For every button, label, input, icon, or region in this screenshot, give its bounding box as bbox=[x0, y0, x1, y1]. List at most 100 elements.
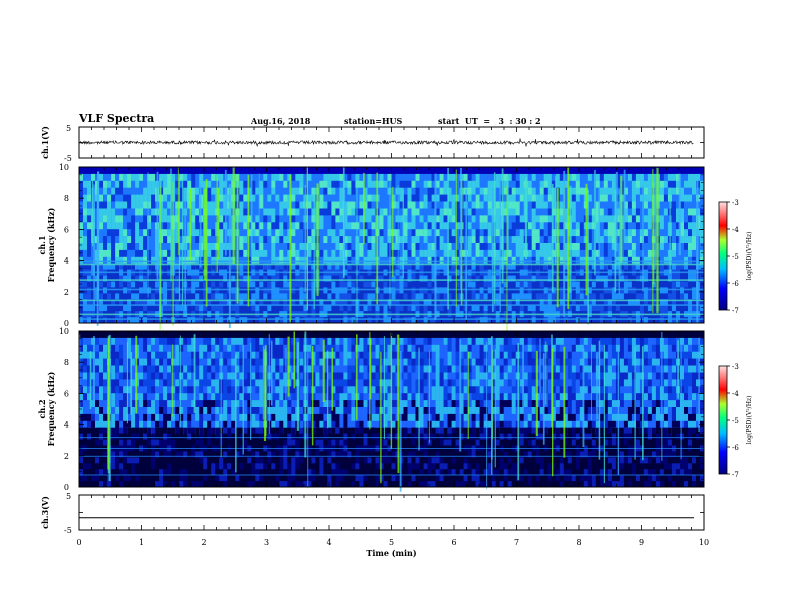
spectrogram-cell bbox=[147, 433, 152, 440]
spectrogram-cell bbox=[387, 173, 392, 182]
spectrogram-cell bbox=[351, 275, 356, 282]
spectrogram-cell bbox=[391, 236, 396, 244]
spectrogram-cell bbox=[351, 208, 356, 216]
spectrogram-cell bbox=[191, 358, 196, 366]
spectrogram-cell bbox=[399, 317, 404, 324]
spectrogram-cell bbox=[155, 400, 160, 408]
spectrogram-cell bbox=[107, 236, 112, 244]
spectrogram-cell bbox=[195, 173, 200, 182]
spectrogram-cell bbox=[215, 420, 220, 428]
spectrogram-burst bbox=[434, 173, 437, 320]
spectrogram-cell bbox=[99, 236, 104, 244]
spectrogram-cell bbox=[531, 299, 536, 306]
spectrogram-cell bbox=[355, 293, 360, 300]
spectrogram-cell bbox=[139, 173, 144, 182]
spectrogram-cell bbox=[455, 236, 460, 244]
spectrogram-cell bbox=[427, 201, 432, 209]
spectrogram-cell bbox=[627, 256, 633, 264]
spectrogram-cell bbox=[267, 173, 272, 182]
spectrogram-cell bbox=[87, 249, 92, 258]
spectrogram-cell bbox=[643, 208, 649, 216]
spectrogram-cell bbox=[423, 173, 428, 182]
spectrogram-cell bbox=[603, 275, 609, 282]
spectrogram-cell bbox=[403, 173, 408, 182]
spectrogram-cell bbox=[692, 256, 697, 264]
spectrogram-cell bbox=[399, 187, 404, 195]
spectrogram-burst bbox=[563, 170, 566, 317]
spectrogram-cell bbox=[379, 194, 384, 202]
spectrogram-cell bbox=[127, 344, 132, 352]
spectrogram-cell bbox=[555, 180, 561, 188]
spectrogram-cell bbox=[391, 222, 396, 230]
spectrogram-cell bbox=[143, 372, 148, 380]
spectrogram-cell bbox=[251, 400, 256, 408]
spectrogram-cell bbox=[195, 358, 200, 366]
spectrogram-cell bbox=[435, 263, 440, 270]
spectrogram-cell bbox=[435, 299, 440, 306]
spectrogram-cell bbox=[551, 236, 557, 244]
spectrogram-cell bbox=[103, 393, 108, 401]
spectrogram-cell bbox=[231, 451, 236, 458]
spectrogram-cell bbox=[291, 229, 296, 237]
spectrogram-cell bbox=[323, 293, 328, 300]
spectrogram-cell bbox=[451, 275, 456, 282]
spectrogram-cell bbox=[351, 222, 356, 230]
spectrogram-cell bbox=[495, 275, 500, 282]
spectrogram-cell bbox=[135, 407, 140, 415]
spectrogram-cell bbox=[251, 208, 256, 216]
spectrogram-cell bbox=[119, 400, 124, 408]
spectrogram-cell bbox=[323, 263, 328, 270]
spectrogram-cell bbox=[607, 222, 613, 230]
spectrogram-cell bbox=[259, 194, 264, 202]
spectrogram-cell bbox=[563, 299, 569, 306]
spectrogram-cell bbox=[684, 201, 689, 209]
spectrogram-cell bbox=[247, 400, 252, 408]
spectrogram-cell bbox=[419, 187, 424, 195]
spectrogram-cell bbox=[291, 305, 296, 312]
spectrogram-cell bbox=[219, 481, 224, 488]
spectrogram-cell bbox=[411, 299, 416, 306]
spectrogram-cell bbox=[119, 317, 124, 324]
spectrogram-cell bbox=[527, 299, 532, 306]
spectrogram-cell bbox=[551, 215, 557, 223]
spectrogram-cell bbox=[255, 475, 260, 482]
spectrogram-cell bbox=[147, 463, 152, 470]
spectrogram-cell bbox=[211, 180, 216, 188]
spectrogram-cell bbox=[283, 281, 288, 288]
spectrogram-cell bbox=[195, 439, 200, 446]
spectrogram-cell bbox=[447, 201, 452, 209]
spectrogram-cell bbox=[179, 427, 184, 434]
spectrogram-cell bbox=[183, 451, 188, 458]
spectrogram-cell bbox=[447, 287, 452, 294]
spectrogram-cell bbox=[115, 222, 120, 230]
spectrogram-cell bbox=[575, 236, 581, 244]
spectrogram-cell bbox=[195, 393, 200, 401]
spectrogram-cell bbox=[627, 243, 633, 251]
spectrogram-cell bbox=[151, 344, 156, 352]
spectrogram-cell bbox=[423, 281, 428, 288]
spectrogram-cell bbox=[567, 299, 573, 306]
spectrogram-cell bbox=[539, 275, 544, 282]
spectrogram-cell bbox=[676, 287, 681, 294]
spectrogram-cell bbox=[115, 256, 120, 264]
spectrogram-cell bbox=[123, 400, 128, 408]
spectrogram-cell bbox=[243, 469, 248, 476]
spectrogram-cell bbox=[255, 243, 260, 251]
spectrogram-cell bbox=[443, 180, 448, 188]
spectrogram-cell bbox=[479, 236, 484, 244]
spectrogram-cell bbox=[623, 215, 629, 223]
spectrogram-cell bbox=[111, 475, 116, 482]
spectrogram-cell bbox=[155, 372, 160, 380]
spectrogram-cell bbox=[243, 256, 248, 264]
spectrogram-cell bbox=[243, 427, 248, 434]
spectrogram-cell bbox=[423, 236, 428, 244]
spectrogram-cell bbox=[571, 305, 577, 312]
spectrogram-cell bbox=[139, 249, 144, 258]
spectrogram-cell bbox=[351, 201, 356, 209]
spectrogram-cell bbox=[87, 263, 92, 270]
spectrogram-cell bbox=[455, 305, 460, 312]
spectrogram-cell bbox=[151, 433, 156, 440]
station-label: station=HUS bbox=[344, 116, 403, 126]
spectrogram-cell bbox=[519, 173, 524, 182]
